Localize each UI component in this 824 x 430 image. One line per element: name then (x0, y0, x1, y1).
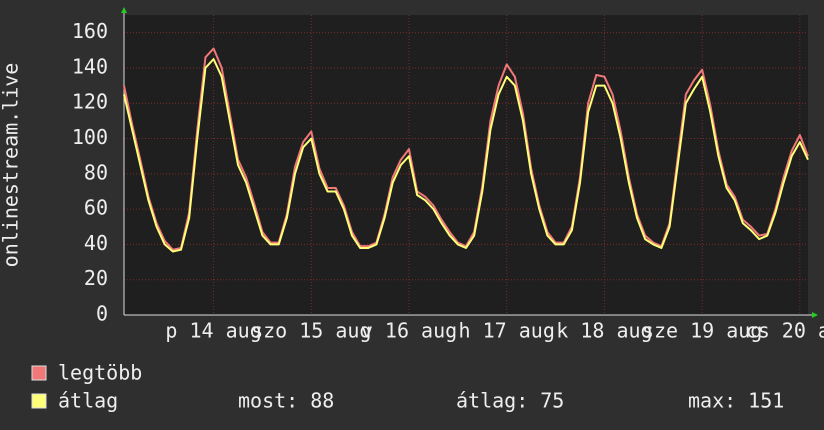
plot-area (124, 15, 808, 315)
y-tick-label: 60 (84, 196, 108, 220)
y-tick-label: 100 (72, 125, 108, 149)
x-tick-label: v 16 aug (361, 319, 457, 343)
x-tick-label: h 17 aug (459, 319, 555, 343)
x-tick-label: sze 19 aug (642, 319, 762, 343)
stat-label: átlag: (456, 389, 528, 413)
series-line (123, 58, 809, 253)
stat-value: 151 (748, 389, 784, 413)
legend-swatch (31, 393, 47, 409)
y-tick-label: 20 (84, 266, 108, 290)
y-tick-label: 120 (72, 90, 108, 114)
y-tick-label: 80 (84, 160, 108, 184)
stat-value: 75 (540, 389, 564, 413)
y-axis-label: onlinestream.live (0, 63, 23, 268)
y-tick-label: 40 (84, 231, 108, 255)
y-tick-label: 160 (72, 19, 108, 43)
stat-value: 88 (310, 389, 334, 413)
y-tick-label: 0 (96, 302, 108, 326)
x-tick-label: cs 20 aug (746, 319, 824, 343)
axis-arrow (121, 7, 127, 13)
legend-label: legtöbb (58, 361, 142, 385)
legend-swatch (31, 365, 47, 381)
stat-label: max: (688, 389, 736, 413)
x-tick-label: szo 15 aug (251, 319, 371, 343)
axis-arrow (812, 312, 818, 318)
y-tick-label: 140 (72, 54, 108, 78)
x-tick-label: p 14 aug (165, 319, 261, 343)
x-tick-label: k 18 aug (556, 319, 652, 343)
legend-label: átlag (58, 389, 118, 413)
stat-label: most: (238, 389, 298, 413)
